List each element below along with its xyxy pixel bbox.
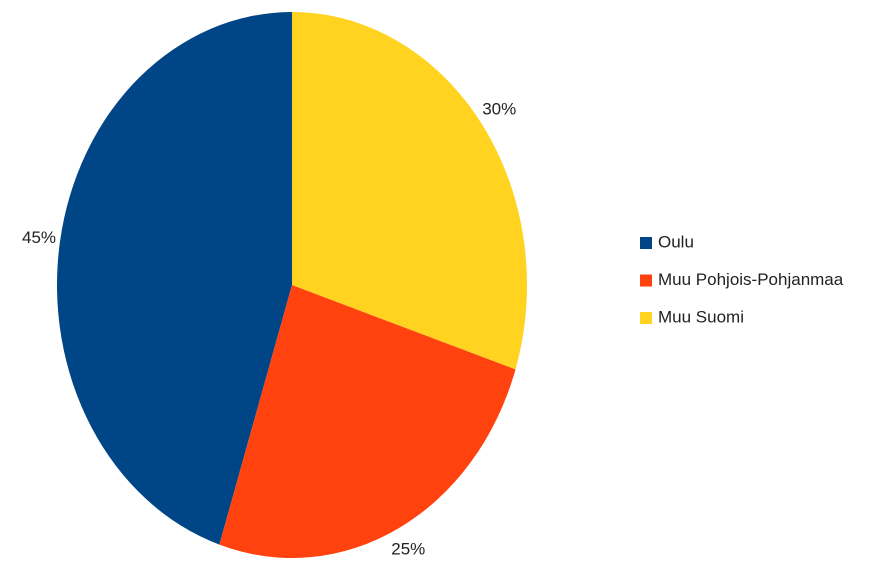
value-label: 30% [482, 100, 516, 119]
pie-slice [219, 285, 516, 558]
legend-swatch [640, 312, 652, 324]
legend-label: Oulu [658, 232, 694, 251]
legend-label: Muu Suomi [658, 307, 744, 326]
value-label: 25% [391, 540, 425, 559]
value-label: 45% [22, 228, 56, 247]
legend-swatch [640, 274, 652, 287]
pie-slice [57, 12, 293, 545]
pie-slice [292, 12, 527, 370]
legend-swatch [640, 237, 652, 249]
legend-label: Muu Pohjois-Pohjanmaa [658, 270, 844, 289]
